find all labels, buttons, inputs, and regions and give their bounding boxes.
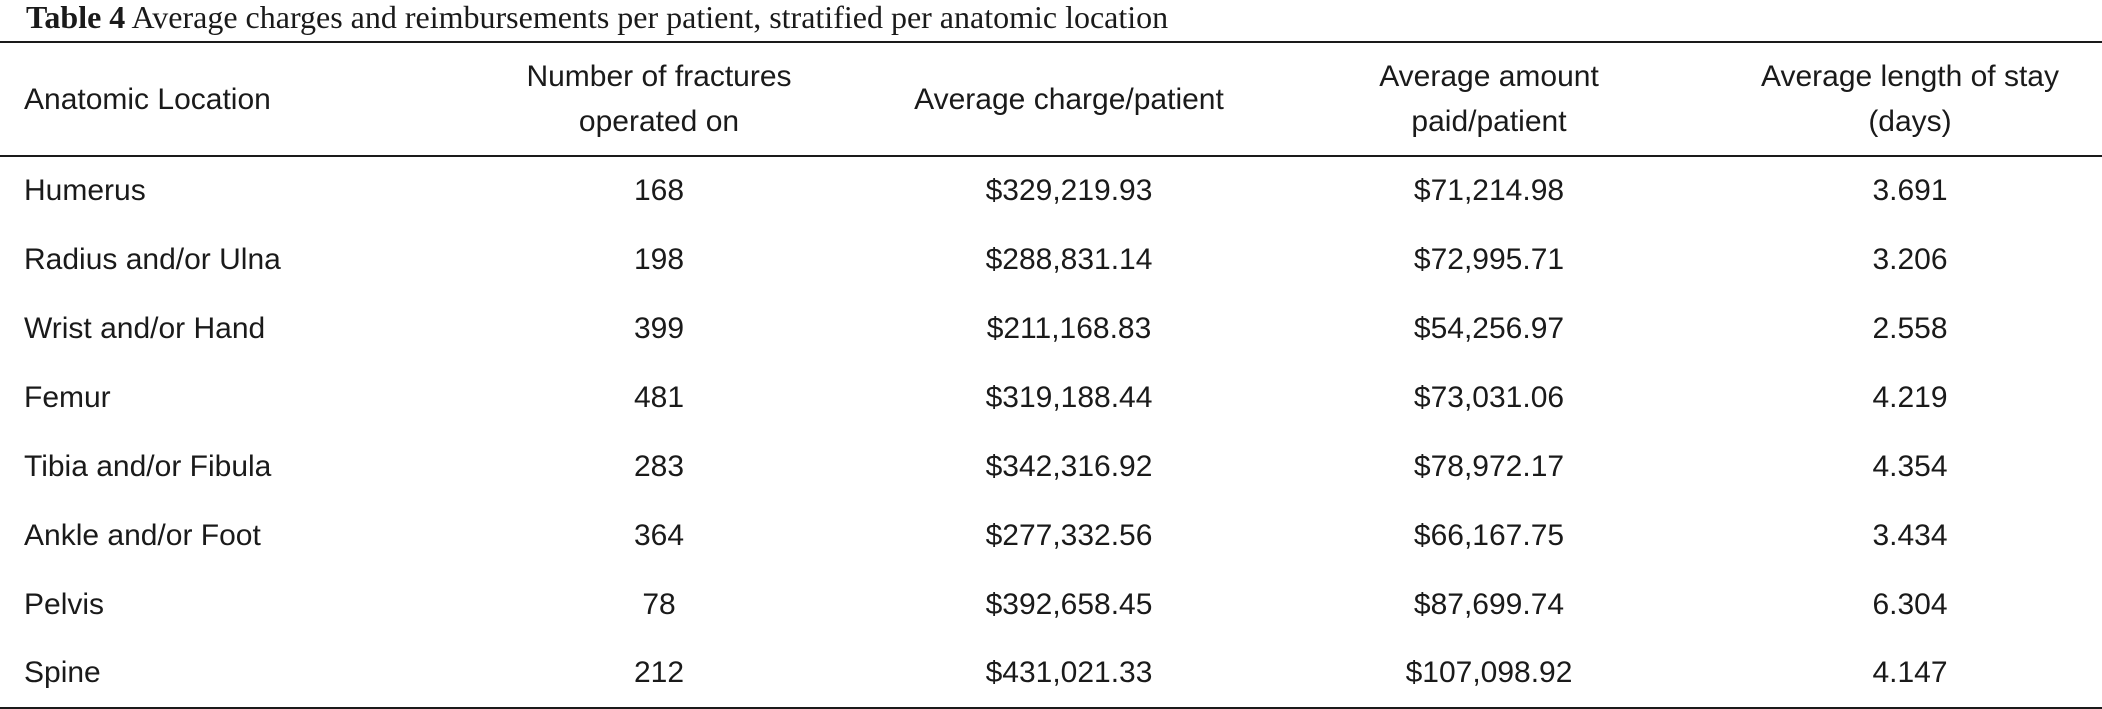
- cell-anatomic-location: Femur: [24, 380, 111, 414]
- table-row: Spine 212 $431,021.33 $107,098.92 4.147: [0, 639, 2102, 708]
- column-header-average-amount-paid: Average amount paid/patient: [1284, 42, 1694, 156]
- cell-anatomic-location: Pelvis: [24, 587, 105, 621]
- cell-average-charge: $211,168.83: [986, 311, 1152, 345]
- cell-average-amount-paid: $87,699.74: [1413, 587, 1565, 621]
- table-row: Ankle and/or Foot 364 $277,332.56 $66,16…: [0, 501, 2102, 570]
- column-header-line: Average charge/patient: [914, 82, 1224, 116]
- table-header-row: Anatomic Location Number of fractures op…: [0, 42, 2102, 156]
- cell-average-amount-paid: $73,031.06: [1413, 380, 1565, 414]
- cell-number-of-fractures: 283: [633, 449, 685, 483]
- cell-anatomic-location: Humerus: [24, 174, 146, 207]
- table-caption-text: Average charges and reimbursements per p…: [131, 0, 1169, 35]
- cell-average-charge: $288,831.14: [985, 242, 1153, 276]
- cell-number-of-fractures: 168: [633, 174, 685, 207]
- table-header: Anatomic Location Number of fractures op…: [0, 42, 2102, 156]
- cell-average-amount-paid: $71,214.98: [1413, 174, 1565, 207]
- cell-average-length-of-stay: 3.434: [1872, 518, 1948, 552]
- column-header-average-charge: Average charge/patient: [854, 42, 1284, 156]
- cell-average-charge: $319,188.44: [985, 380, 1153, 414]
- table-body: Humerus 168 $329,219.93 $71,214.98 3.691…: [0, 156, 2102, 708]
- cell-average-length-of-stay: 6.304: [1872, 587, 1948, 621]
- cell-average-length-of-stay: 3.206: [1872, 242, 1948, 276]
- cell-average-amount-paid: $66,167.75: [1413, 518, 1565, 552]
- cell-number-of-fractures: 481: [633, 380, 685, 414]
- cell-average-charge: $277,332.56: [985, 518, 1153, 552]
- column-header-number-of-fractures: Number of fractures operated on: [464, 42, 854, 156]
- cell-number-of-fractures: 364: [633, 518, 685, 552]
- column-header-line: Average length of stay: [1761, 60, 2059, 93]
- column-header-line: operated on: [578, 105, 740, 138]
- cell-number-of-fractures: 399: [633, 311, 685, 345]
- cell-anatomic-location: Spine: [24, 656, 101, 689]
- cell-average-amount-paid: $54,256.97: [1413, 311, 1565, 345]
- column-header-anatomic-location: Anatomic Location: [0, 42, 464, 156]
- cell-average-charge: $392,658.45: [985, 587, 1153, 621]
- table-row: Radius and/or Ulna 198 $288,831.14 $72,9…: [0, 225, 2102, 294]
- column-header-average-length-of-stay: Average length of stay (days): [1694, 42, 2102, 156]
- cell-anatomic-location: Radius and/or Ulna: [24, 242, 281, 276]
- column-header-line: Average amount: [1379, 60, 1599, 93]
- cell-average-amount-paid: $107,098.92: [1405, 656, 1573, 689]
- data-table-container: Anatomic Location Number of fractures op…: [0, 41, 2102, 709]
- table-caption-label: Table 4: [26, 0, 126, 35]
- cell-anatomic-location: Tibia and/or Fibula: [24, 449, 272, 483]
- cell-average-length-of-stay: 4.147: [1872, 656, 1948, 689]
- table-row: Humerus 168 $329,219.93 $71,214.98 3.691: [0, 156, 2102, 225]
- cell-average-length-of-stay: 4.354: [1872, 449, 1948, 483]
- table-row: Wrist and/or Hand 399 $211,168.83 $54,25…: [0, 294, 2102, 363]
- cell-average-length-of-stay: 2.558: [1872, 311, 1948, 345]
- cell-average-length-of-stay: 3.691: [1872, 174, 1948, 207]
- data-table: Anatomic Location Number of fractures op…: [0, 41, 2102, 709]
- column-header-line: paid/patient: [1411, 105, 1567, 138]
- cell-average-amount-paid: $72,995.71: [1413, 242, 1565, 276]
- table-caption: Table 4 Average charges and reimbursemen…: [26, 0, 1168, 40]
- table-row: Pelvis 78 $392,658.45 $87,699.74 6.304: [0, 570, 2102, 639]
- cell-average-charge: $342,316.92: [985, 449, 1153, 483]
- cell-number-of-fractures: 212: [633, 656, 685, 689]
- column-header-line: Anatomic Location: [24, 82, 271, 116]
- cell-average-charge: $329,219.93: [985, 174, 1153, 207]
- cell-average-length-of-stay: 4.219: [1872, 380, 1948, 414]
- cell-average-charge: $431,021.33: [985, 656, 1153, 689]
- cell-anatomic-location: Ankle and/or Foot: [24, 518, 261, 552]
- table-row: Tibia and/or Fibula 283 $342,316.92 $78,…: [0, 432, 2102, 501]
- column-header-line: (days): [1868, 105, 1952, 138]
- cell-anatomic-location: Wrist and/or Hand: [24, 311, 266, 345]
- cell-average-amount-paid: $78,972.17: [1413, 449, 1565, 483]
- cell-number-of-fractures: 198: [633, 242, 685, 276]
- cell-number-of-fractures: 78: [642, 587, 676, 621]
- column-header-line: Number of fractures: [526, 60, 792, 93]
- table-row: Femur 481 $319,188.44 $73,031.06 4.219: [0, 363, 2102, 432]
